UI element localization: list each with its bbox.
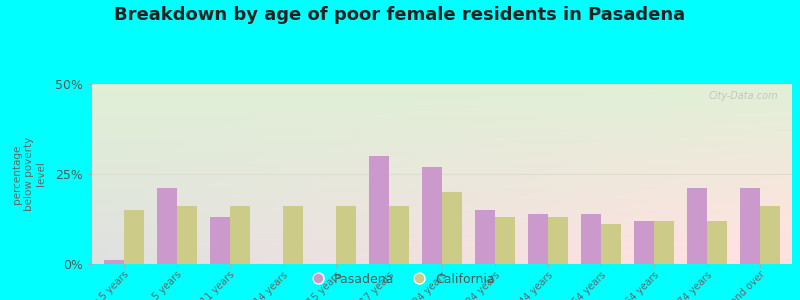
Bar	[581, 214, 601, 264]
Bar	[495, 217, 515, 264]
Bar	[389, 206, 409, 264]
Bar	[528, 214, 548, 264]
Text: percentage
below poverty
level: percentage below poverty level	[12, 137, 46, 211]
Bar	[283, 206, 303, 264]
Text: City-Data.com: City-Data.com	[708, 91, 778, 101]
Bar	[740, 188, 760, 264]
Bar	[601, 224, 622, 264]
Bar	[230, 206, 250, 264]
Bar	[157, 188, 177, 264]
Text: Breakdown by age of poor female residents in Pasadena: Breakdown by age of poor female resident…	[114, 6, 686, 24]
Bar	[124, 210, 144, 264]
Bar	[760, 206, 780, 264]
Bar	[548, 217, 568, 264]
Bar	[687, 188, 707, 264]
Bar	[707, 221, 727, 264]
Bar	[177, 206, 197, 264]
Bar	[104, 260, 124, 264]
Bar	[475, 210, 495, 264]
Bar	[634, 221, 654, 264]
Bar	[369, 156, 389, 264]
Bar	[210, 217, 230, 264]
Legend: Pasadena, California: Pasadena, California	[300, 268, 500, 291]
Bar	[336, 206, 356, 264]
Bar	[422, 167, 442, 264]
Bar	[654, 221, 674, 264]
Bar	[442, 192, 462, 264]
